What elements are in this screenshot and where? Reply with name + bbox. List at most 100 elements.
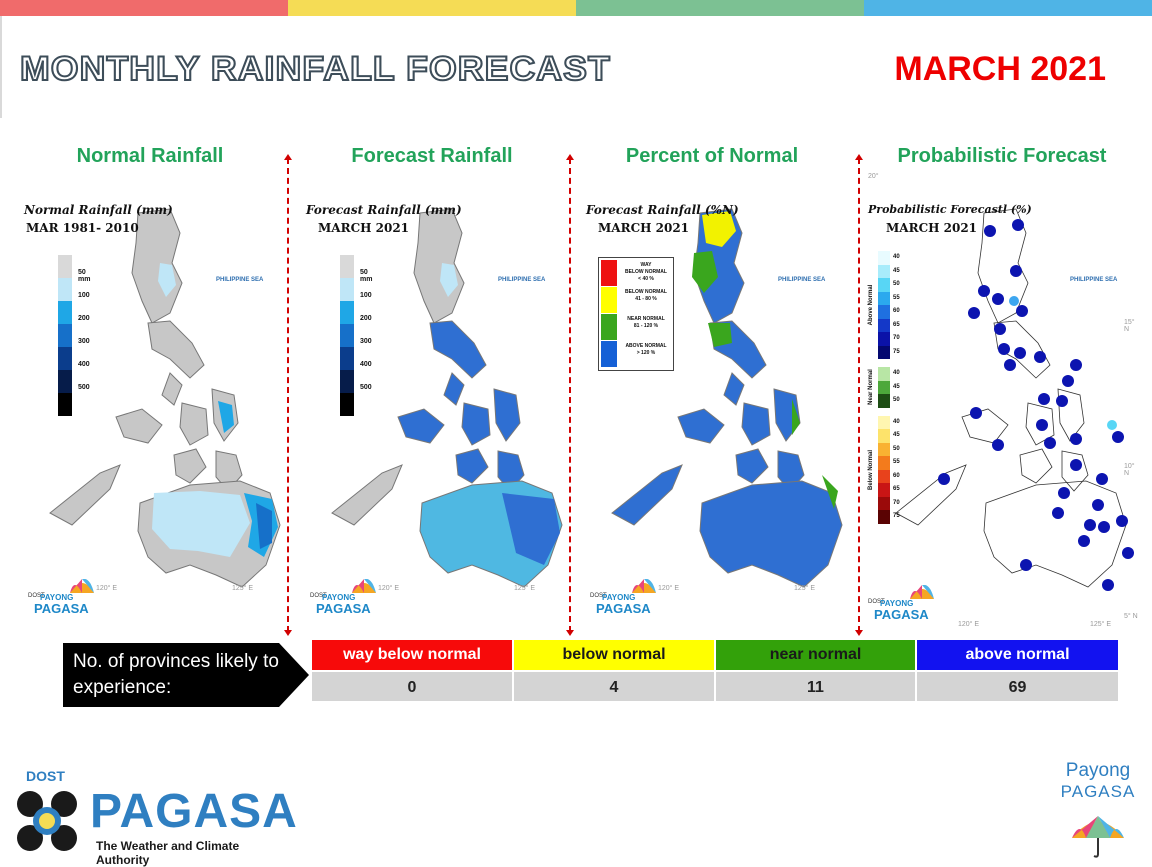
map-normal-rainfall: Normal Rainfall (mm) MAR 1981- 2010 PHIL…: [20, 173, 282, 631]
legend-swatch: [878, 415, 890, 429]
count-near-normal: 11: [716, 670, 917, 701]
legend-swatch: [58, 301, 72, 324]
legend-swatch: [340, 393, 354, 416]
legend-label: NEAR NORMAL 81 - 120 %: [627, 316, 665, 329]
philippines-map-percent: [611, 208, 843, 588]
panel-forecast-rainfall: Forecast Rainfall Forecast Rainfall (: [296, 145, 568, 635]
pagasa-tagline: The Weather and Climate Authority: [96, 839, 240, 867]
legend-swatch: [58, 255, 72, 278]
umbrella-icon: [632, 579, 656, 593]
legend-swatch: [340, 278, 354, 301]
stripe-yellow: [288, 0, 576, 16]
legend-swatch: [601, 314, 617, 340]
legend-label: 200: [360, 315, 372, 322]
map-probabilistic-forecast: Probabilistic Forecastl (%) MARCH 2021 P…: [866, 173, 1138, 631]
legend-label: 45: [893, 383, 900, 390]
legend-label: BELOW NORMAL 41 - 80 %: [625, 289, 667, 302]
col-above-normal: above normal: [917, 640, 1118, 670]
legend-swatch: [340, 301, 354, 324]
legend-label: 70: [893, 499, 900, 506]
legend-label: 200: [78, 315, 90, 322]
legend-swatch: [601, 260, 617, 286]
panel-title: Normal Rainfall: [76, 145, 224, 167]
legend-label: 400: [360, 361, 372, 368]
legend-swatch: [878, 291, 890, 305]
map-subtitle: MARCH 2021: [318, 221, 410, 235]
philippines-map-dots: [895, 208, 1134, 591]
arrow-shape: [63, 643, 309, 707]
panel-title: Probabilistic Forecast: [897, 145, 1107, 167]
umbrella-icon: [1072, 816, 1124, 858]
legend-group-label: Near Normal: [868, 369, 874, 406]
legend-swatch: [878, 264, 890, 278]
payong-pagasa-small-logo: DOST PAYONG PAGASA: [28, 579, 98, 625]
map-subtitle: MARCH 2021: [598, 221, 690, 235]
legend-label: 300: [360, 338, 372, 345]
legend-label: 50 mm: [360, 269, 373, 283]
dost-label: DOST: [26, 768, 65, 784]
lon-tick-120: 120° E: [658, 585, 680, 592]
legend-swatch: [878, 318, 890, 332]
lat-tick-10: 10° N: [1124, 463, 1135, 477]
legend-swatch: [878, 305, 890, 319]
legend-swatch: [340, 255, 354, 278]
col-below-normal: below normal: [514, 640, 716, 670]
map-forecast-rainfall: Forecast Rainfall (mm) MARCH 2021 PHILIP…: [302, 173, 564, 631]
legend-label: ABOVE NORMAL > 120 %: [625, 343, 667, 356]
legend-swatch: [878, 332, 890, 346]
map-subtitle: MAR 1981- 2010: [26, 221, 139, 235]
legend-label: 300: [78, 338, 90, 345]
legend-label: 500: [360, 384, 372, 391]
lon-tick-120: 120° E: [958, 621, 980, 628]
legend-group-label: Above Normal: [868, 284, 874, 326]
lat-tick-15: 15° N: [1124, 319, 1135, 333]
panel-percent-of-normal: Percent of Normal Forecast Rainfall (%N): [576, 145, 848, 635]
legend-label: 45: [893, 432, 900, 438]
legend-label: 60: [893, 472, 900, 479]
panel-separator-1: [284, 154, 292, 636]
legend-item: BELOW NORMAL 41 - 80 %: [601, 287, 671, 314]
legend-label: 65: [893, 321, 900, 328]
map-subtitle: MARCH 2021: [886, 221, 978, 235]
lon-tick-125: 125° E: [1090, 621, 1112, 628]
count-way-below-normal: 0: [312, 670, 514, 701]
page-title: MONTHLY RAINFALL FORECAST: [19, 49, 611, 89]
lon-tick-120: 120° E: [96, 585, 118, 592]
panel-title: Forecast Rainfall: [351, 145, 513, 167]
panel-separator-3: [855, 154, 863, 636]
legend-label: 40: [893, 254, 900, 260]
payong-pagasa-text: PAGASA: [1060, 782, 1136, 801]
legend-swatch: [601, 287, 617, 313]
legend-swatch: [878, 496, 890, 510]
legend-swatch: [58, 324, 72, 347]
legend-label: 100: [78, 292, 90, 299]
lon-tick-120: 120° E: [378, 585, 400, 592]
legend-label: WAY BELOW NORMAL < 40 %: [625, 262, 667, 282]
legend-item: WAY BELOW NORMAL < 40 %: [601, 260, 671, 287]
panel-separator-2: [566, 154, 574, 636]
legend-label: 45: [893, 267, 900, 274]
map-title: Forecast Rainfall (%N): [586, 203, 739, 217]
stripe-red: [0, 0, 288, 16]
legend-swatch: [878, 278, 890, 292]
sea-label: PHILIPPINE SEA: [498, 277, 546, 283]
map-title: Normal Rainfall (mm): [24, 203, 173, 217]
legend-label: 75: [893, 513, 900, 519]
forecast-month: MARCH 2021: [894, 50, 1106, 88]
table-header-row: way below normal below normal near norma…: [312, 640, 1118, 670]
col-near-normal: near normal: [716, 640, 917, 670]
legend-swatch: [878, 345, 890, 359]
legend-label: 500: [78, 384, 90, 391]
lon-tick-125: 125° E: [232, 585, 254, 592]
lat-tick-5: 5° N: [1124, 613, 1138, 620]
legend-label: 50: [893, 397, 900, 403]
top-color-stripe: [0, 0, 1152, 16]
payong-pagasa-small-logo: DOST PAYONG PAGASA: [868, 585, 938, 631]
count-below-normal: 4: [514, 670, 716, 701]
legend-swatch: [878, 442, 890, 456]
umbrella-icon: [352, 579, 376, 593]
umbrella-icon: [910, 585, 934, 599]
stripe-blue: [864, 0, 1152, 16]
legend-swatch: [878, 483, 890, 497]
legend-label: 60: [893, 308, 900, 314]
